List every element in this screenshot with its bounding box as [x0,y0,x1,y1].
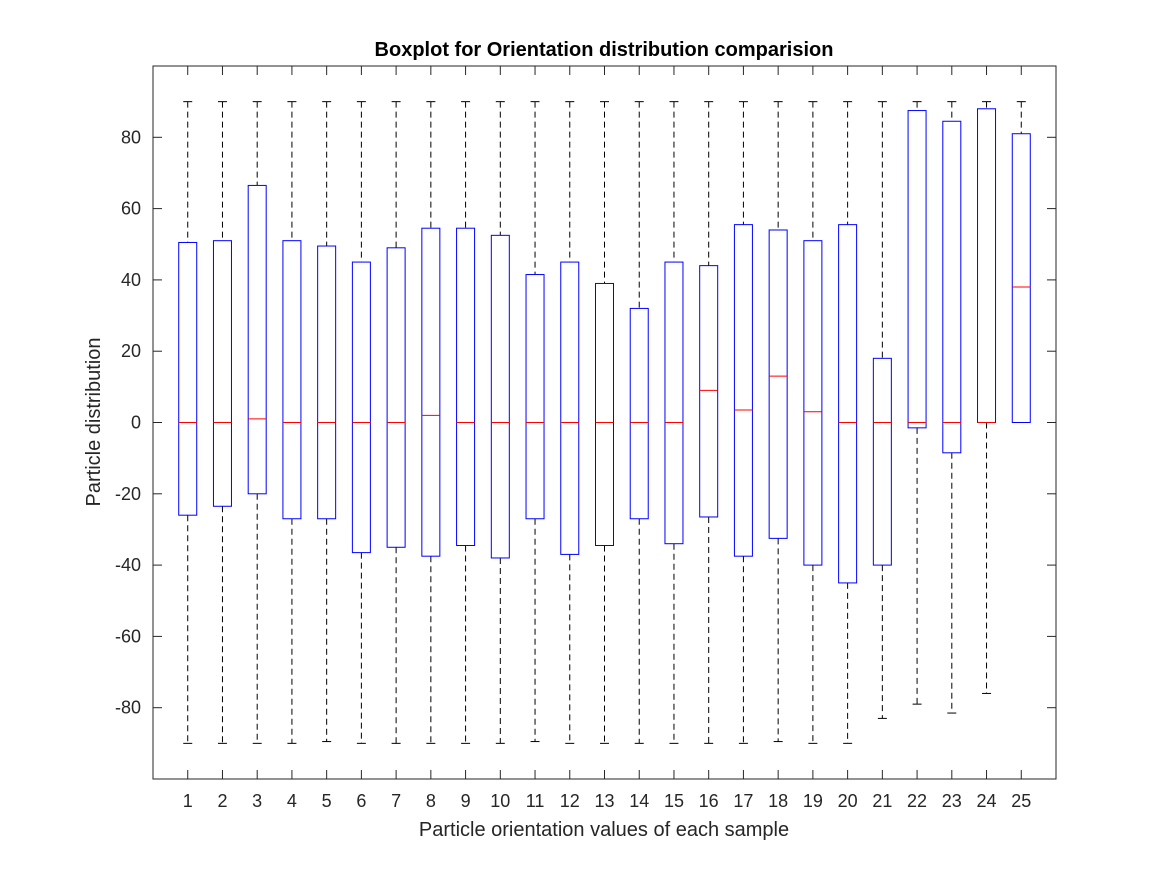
x-tick-label: 1 [183,791,193,811]
box-iqr [456,227,476,546]
x-tick-label: 16 [699,791,719,811]
box-iqr [525,274,545,520]
x-tick-label: 5 [322,791,332,811]
box-iqr [351,261,371,554]
box-iqr [803,240,823,566]
x-tick-label: 18 [768,791,788,811]
y-tick-label: 40 [121,270,141,290]
box-iqr [942,120,962,454]
box-iqr [629,307,649,520]
box-iqr [247,184,267,495]
x-tick-label: 14 [629,791,649,811]
x-tick-label: 7 [391,791,401,811]
x-tick-label: 15 [664,791,684,811]
box-iqr [768,229,788,539]
box-iqr [872,357,892,566]
box-iqr [282,240,302,520]
x-tick-label: 2 [217,791,227,811]
box-iqr [1011,133,1031,424]
x-tick-label: 13 [594,791,614,811]
x-tick-label: 12 [560,791,580,811]
box-iqr [838,224,858,584]
x-tick-label: 21 [872,791,892,811]
y-tick-label: 0 [131,413,141,433]
x-tick-label: 9 [461,791,471,811]
x-tick-label: 19 [803,791,823,811]
y-tick-label: -60 [115,626,141,646]
box-iqr [664,261,684,545]
x-tick-label: 6 [356,791,366,811]
x-axis-label: Particle orientation values of each samp… [419,819,789,841]
y-tick-label: 60 [121,199,141,219]
x-tick-label: 11 [526,791,545,811]
box-iqr [977,108,997,423]
x-tick-label: 4 [287,791,297,811]
box-iqr [212,240,232,507]
y-tick-label: -80 [115,698,141,718]
x-tick-label: 17 [733,791,753,811]
box-iqr [733,224,753,557]
box-iqr [421,227,441,557]
box-iqr [595,282,614,546]
y-tick-label: 20 [121,341,141,361]
x-tick-label: 22 [907,791,927,811]
x-tick-label: 20 [838,791,858,811]
x-tick-label: 10 [490,791,510,811]
box-iqr [490,234,510,559]
x-tick-label: 8 [426,791,436,811]
x-tick-label: 25 [1011,791,1031,811]
box-iqr [907,110,927,429]
chart-title: Boxplot for Orientation distribution com… [375,39,834,61]
box-iqr [317,245,337,520]
x-tick-label: 24 [977,791,997,811]
box-iqr [560,261,580,555]
y-tick-label: 80 [121,127,141,147]
y-tick-label: -40 [115,555,141,575]
box-iqr [386,247,406,548]
box-iqr [178,241,198,516]
y-tick-label: -20 [115,484,141,504]
box-iqr [699,265,719,518]
x-tick-label: 23 [942,791,962,811]
x-tick-label: 3 [252,791,262,811]
y-axis-label: Particle distribution [83,338,105,507]
